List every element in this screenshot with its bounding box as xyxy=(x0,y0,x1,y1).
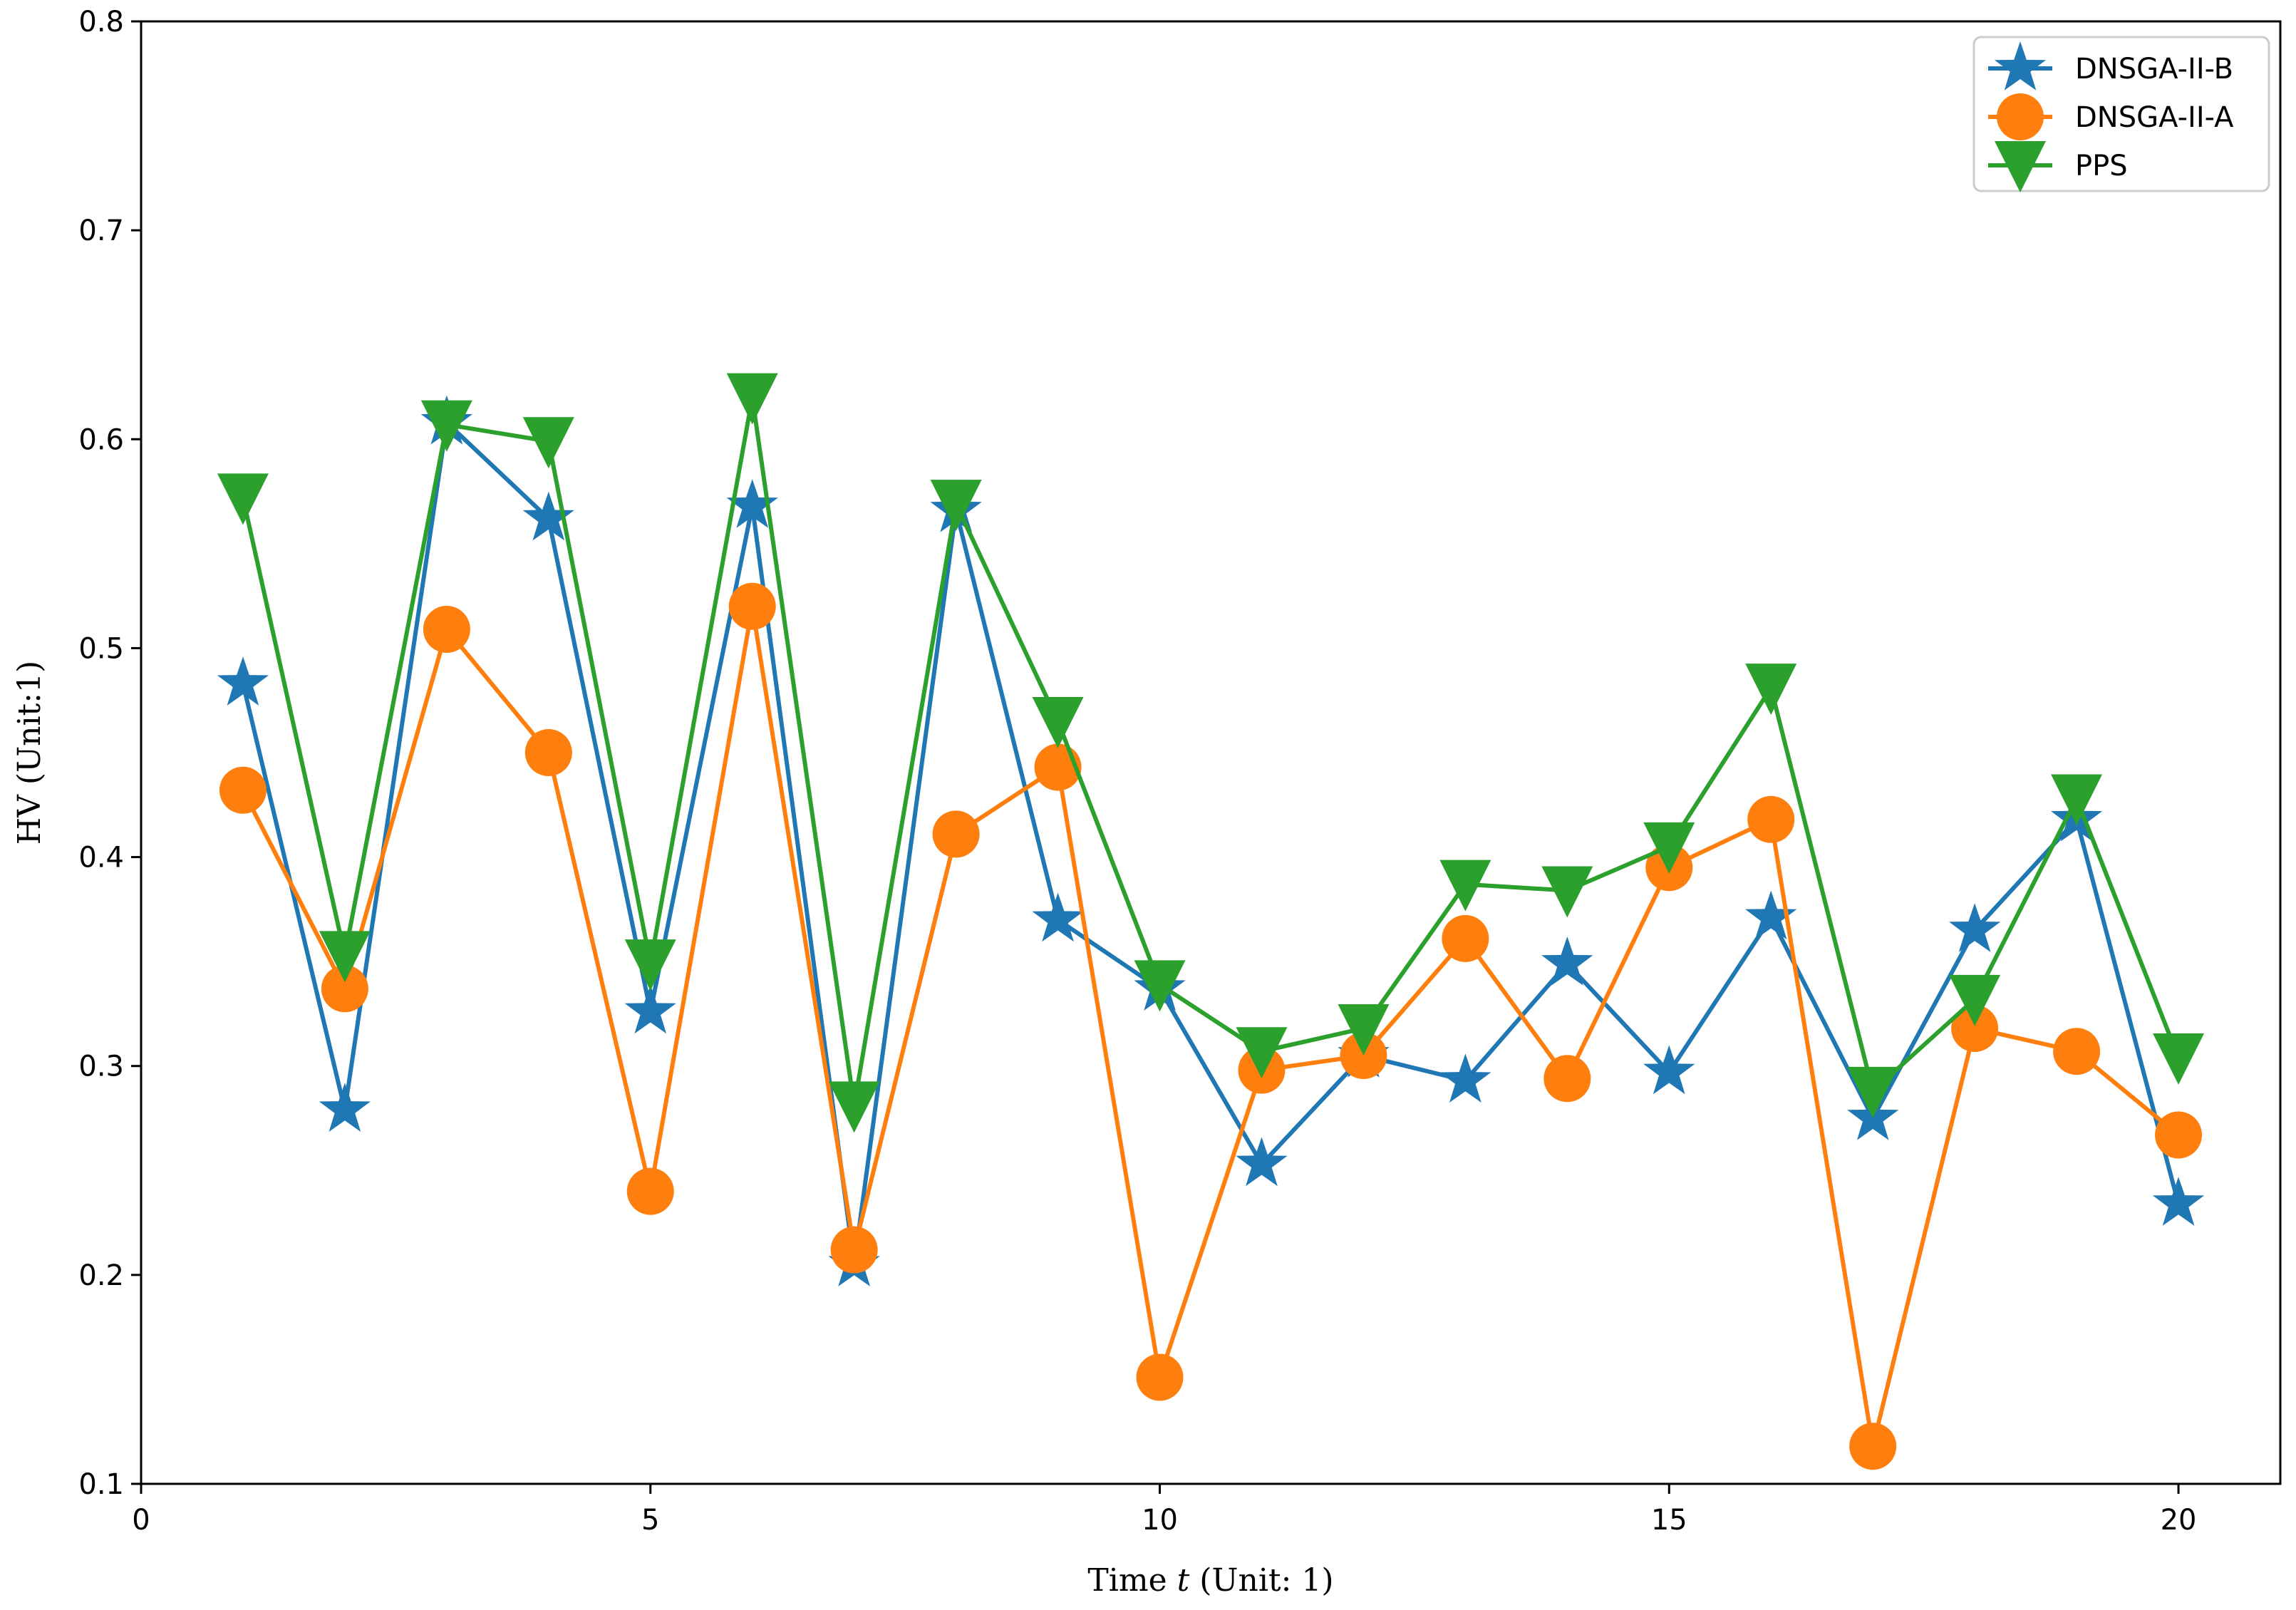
legend: DNSGA-II-B DNSGA-II-A PPS xyxy=(1972,36,2270,192)
plot-frame xyxy=(140,20,2282,1485)
y-tick-label: 0.7 xyxy=(78,215,124,247)
data-point xyxy=(1136,1353,1184,1401)
data-point xyxy=(1236,1027,1288,1079)
data-point xyxy=(522,491,574,541)
data-point xyxy=(1338,1003,1390,1056)
data-point xyxy=(2152,1177,2205,1226)
y-tick-label: 0.3 xyxy=(78,1051,124,1083)
data-point xyxy=(624,984,676,1034)
data-point xyxy=(2053,1028,2101,1075)
data-point xyxy=(420,400,472,452)
data-point xyxy=(1949,974,2001,1026)
legend-marker xyxy=(1994,41,2047,91)
data-point xyxy=(1340,1032,1387,1080)
data-point xyxy=(522,417,574,469)
axis-ticks: 0 5 10 15 20 0.1 0.2 0.3 0.4 0.5 0.6 0.7 0.8 xyxy=(78,6,2196,1537)
y-tick-label: 0.1 xyxy=(78,1468,124,1501)
data-point xyxy=(219,766,267,814)
x-tick-label: 0 xyxy=(132,1504,150,1537)
data-point xyxy=(1543,1055,1591,1103)
legend-label: PPS xyxy=(2075,150,2128,182)
data-point xyxy=(1134,960,1186,1012)
x-tick-label: 15 xyxy=(1651,1504,1687,1537)
data-point xyxy=(1032,892,1084,942)
data-point xyxy=(726,373,778,425)
series-line xyxy=(241,395,2181,1108)
x-tick-label: 10 xyxy=(1142,1504,1178,1537)
data-point xyxy=(1951,1004,1999,1052)
data-point xyxy=(1541,866,1593,918)
data-point xyxy=(728,582,776,630)
legend-entry: PPS xyxy=(1988,141,2128,192)
data-point xyxy=(1847,1066,1899,1118)
series-0 xyxy=(217,395,2205,1286)
legend-entry: DNSGA-II-A xyxy=(1988,93,2234,140)
legend-marker xyxy=(1995,141,2046,192)
legend-label: DNSGA-II-B xyxy=(2075,53,2233,86)
data-point xyxy=(932,810,980,858)
data-point xyxy=(1236,1137,1288,1187)
legend-box xyxy=(1972,36,2270,192)
data-point xyxy=(626,1167,674,1215)
data-point xyxy=(2051,774,2103,826)
x-axis-title-prefix: Time xyxy=(1087,1562,1177,1599)
data-point xyxy=(1745,890,1797,940)
data-point xyxy=(319,931,371,983)
data-point xyxy=(217,656,269,706)
y-tick-label: 0.4 xyxy=(78,842,124,874)
x-tick-label: 20 xyxy=(2161,1504,2197,1537)
y-tick-label: 0.5 xyxy=(78,632,124,665)
data-point xyxy=(1747,795,1795,843)
data-point xyxy=(2153,1033,2205,1085)
legend-entry: DNSGA-II-B xyxy=(1988,41,2233,91)
x-axis-title-suffix: (Unit: 1) xyxy=(1189,1562,1333,1599)
data-point xyxy=(319,1083,371,1132)
series-2 xyxy=(217,373,2205,1133)
series-line xyxy=(241,420,2181,1267)
data-point xyxy=(423,606,470,654)
data-point xyxy=(828,1081,880,1133)
series-1 xyxy=(219,582,2203,1470)
y-axis-title: HV (Unit:1) xyxy=(11,661,48,845)
y-tick-label: 0.6 xyxy=(78,423,124,456)
legend-marker xyxy=(1997,93,2044,140)
data-point xyxy=(830,1226,878,1274)
y-tick-label: 0.8 xyxy=(78,6,124,38)
data-point xyxy=(1643,822,1695,874)
data-point xyxy=(1541,936,1593,986)
x-axis-title-variable: t xyxy=(1177,1562,1190,1599)
data-point xyxy=(726,479,778,528)
data-point xyxy=(930,480,982,532)
data-point xyxy=(1849,1423,1897,1470)
data-point xyxy=(2155,1111,2203,1159)
x-axis-title: Time t (Unit: 1) xyxy=(1087,1562,1333,1599)
data-point xyxy=(1439,1053,1491,1103)
legend-label: DNSGA-II-A xyxy=(2075,101,2234,134)
series-line xyxy=(241,604,2180,1449)
x-tick-label: 5 xyxy=(641,1504,659,1537)
y-tick-label: 0.2 xyxy=(78,1259,124,1292)
data-point xyxy=(321,965,368,1013)
data-point xyxy=(1442,914,1489,962)
data-series xyxy=(217,373,2205,1470)
data-point xyxy=(1032,697,1084,749)
data-point xyxy=(624,939,676,991)
data-point xyxy=(524,729,572,776)
data-point xyxy=(1439,860,1491,912)
data-point xyxy=(217,473,269,525)
data-point xyxy=(1643,1045,1695,1095)
data-point xyxy=(1949,903,2001,952)
data-point xyxy=(1745,664,1797,716)
